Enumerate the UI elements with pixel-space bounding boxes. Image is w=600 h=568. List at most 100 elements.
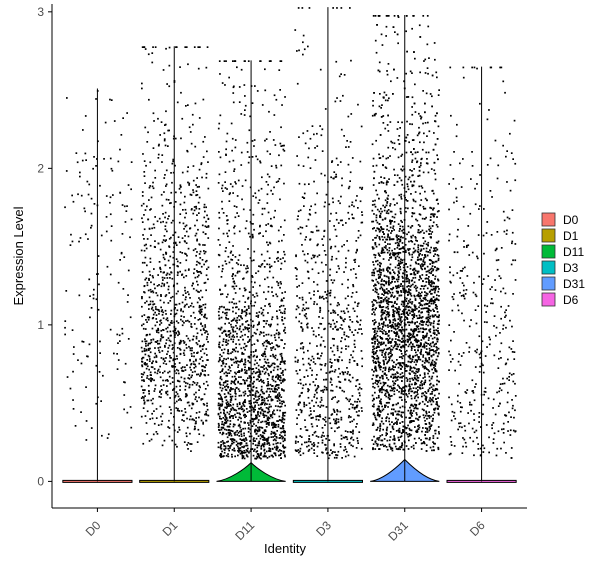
point: [204, 225, 207, 228]
point: [206, 214, 208, 217]
point: [193, 209, 196, 212]
point: [181, 171, 184, 174]
point: [411, 383, 413, 386]
point: [116, 333, 119, 336]
point: [165, 221, 168, 224]
point: [248, 327, 250, 329]
point: [422, 356, 424, 358]
point: [228, 261, 231, 264]
point: [219, 306, 221, 308]
point: [162, 384, 165, 386]
point: [358, 386, 361, 389]
point: [354, 301, 356, 304]
point: [266, 250, 269, 253]
jitter-points: [64, 7, 517, 460]
point: [234, 256, 237, 258]
point: [297, 210, 300, 213]
point: [187, 269, 190, 271]
point: [386, 70, 388, 72]
point: [322, 404, 325, 407]
point: [296, 218, 299, 221]
point: [379, 368, 382, 371]
point: [254, 418, 256, 420]
point: [140, 385, 143, 388]
point: [157, 424, 160, 426]
point: [238, 328, 241, 331]
point: [172, 423, 175, 426]
point: [317, 326, 320, 329]
point: [188, 339, 191, 342]
point: [247, 447, 249, 450]
point: [296, 155, 298, 157]
point: [165, 357, 167, 359]
point: [151, 327, 154, 330]
point: [183, 316, 185, 318]
point: [330, 245, 333, 248]
point: [279, 258, 282, 260]
point: [251, 102, 254, 104]
point: [97, 308, 100, 311]
point: [198, 271, 200, 273]
point: [428, 421, 431, 424]
point: [255, 332, 257, 335]
point: [338, 386, 341, 389]
point: [270, 433, 273, 435]
point: [347, 371, 349, 373]
point: [204, 136, 206, 138]
point: [269, 450, 272, 453]
point: [178, 331, 180, 334]
point: [409, 285, 412, 288]
point: [251, 140, 254, 142]
point: [378, 70, 381, 73]
point: [427, 277, 429, 280]
point: [313, 133, 315, 136]
point: [309, 342, 311, 345]
point: [237, 454, 239, 457]
point: [232, 60, 234, 62]
point: [410, 434, 412, 436]
point: [383, 383, 386, 385]
point: [243, 84, 246, 86]
point: [266, 443, 269, 445]
point: [281, 316, 283, 318]
point: [141, 358, 143, 360]
point: [142, 202, 145, 205]
point: [269, 414, 272, 416]
point: [127, 269, 130, 272]
point: [317, 419, 320, 421]
point: [319, 343, 322, 346]
point: [217, 310, 220, 313]
point: [347, 304, 350, 306]
point: [436, 242, 439, 244]
point: [69, 387, 72, 390]
point: [183, 420, 185, 422]
point: [358, 410, 360, 412]
point: [192, 191, 195, 194]
point: [244, 392, 247, 395]
point: [226, 380, 229, 382]
point: [346, 373, 349, 375]
point: [264, 414, 266, 417]
point: [247, 330, 250, 333]
point: [143, 402, 146, 405]
point: [331, 370, 334, 373]
point: [421, 387, 424, 389]
point: [243, 409, 245, 412]
point: [147, 53, 150, 56]
point: [352, 403, 354, 406]
point: [394, 327, 396, 330]
point: [263, 416, 265, 418]
point: [162, 256, 165, 259]
point: [205, 380, 208, 383]
point: [432, 437, 435, 439]
point: [267, 341, 270, 343]
point: [339, 315, 342, 318]
point: [202, 140, 205, 143]
point: [415, 325, 418, 327]
point: [176, 347, 179, 349]
point: [279, 361, 282, 363]
point: [378, 364, 380, 366]
point: [233, 226, 235, 229]
point: [184, 286, 186, 289]
point: [162, 69, 165, 71]
